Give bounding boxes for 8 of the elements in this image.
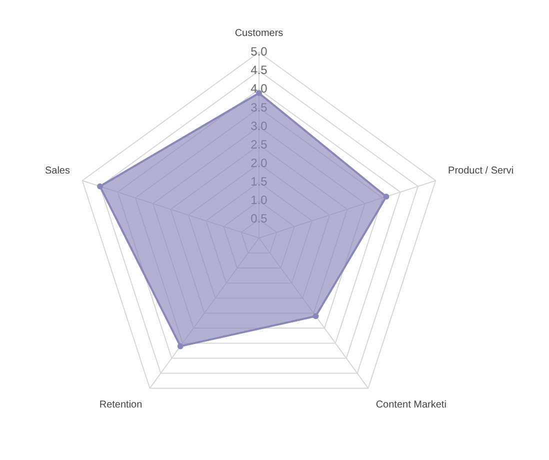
spoke-label: Product / Servi — [448, 165, 514, 176]
spoke-label: Retention — [99, 400, 142, 411]
y-tick-label: 5.0 — [250, 44, 268, 59]
spoke-label: Content Marketi — [376, 400, 446, 411]
y-tick-label: 4.5 — [250, 63, 268, 78]
y-tick-label: 4.0 — [250, 82, 268, 96]
spoke-label: Sales — [44, 165, 70, 176]
spoke-label: Customers — [234, 28, 284, 39]
